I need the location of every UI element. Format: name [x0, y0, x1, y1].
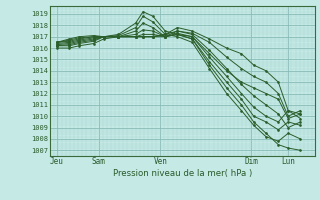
X-axis label: Pression niveau de la mer( hPa ): Pression niveau de la mer( hPa ) [113, 169, 252, 178]
